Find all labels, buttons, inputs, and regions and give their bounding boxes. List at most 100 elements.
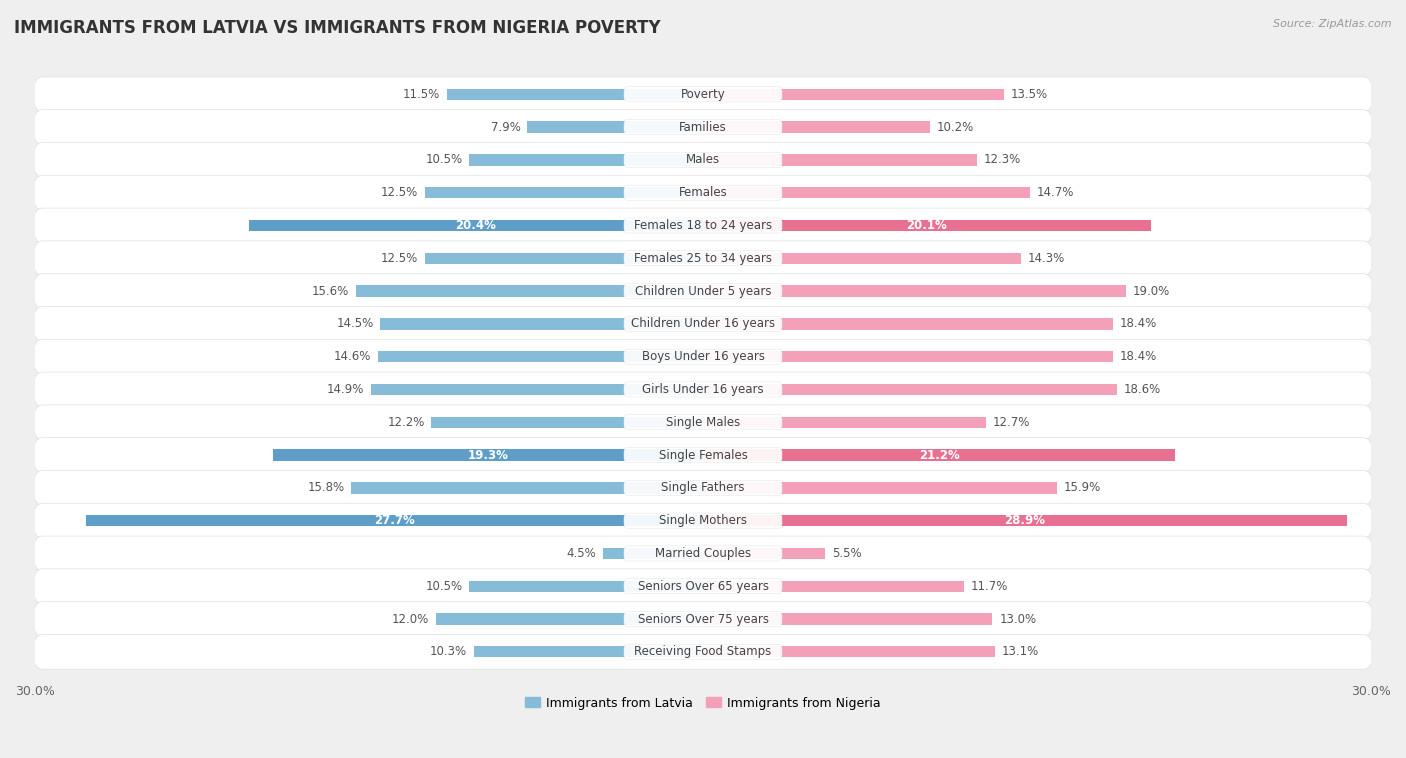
Bar — [703, 581, 963, 592]
Text: 12.5%: 12.5% — [381, 186, 418, 199]
Bar — [703, 449, 1175, 461]
Bar — [425, 187, 703, 199]
FancyBboxPatch shape — [624, 283, 782, 299]
Bar — [703, 89, 1004, 100]
Text: 20.4%: 20.4% — [456, 219, 496, 232]
Text: Source: ZipAtlas.com: Source: ZipAtlas.com — [1274, 19, 1392, 29]
Text: 10.2%: 10.2% — [936, 121, 974, 133]
Text: Seniors Over 75 years: Seniors Over 75 years — [637, 612, 769, 625]
Text: 21.2%: 21.2% — [918, 449, 959, 462]
Text: 14.7%: 14.7% — [1038, 186, 1074, 199]
Bar — [436, 613, 703, 625]
FancyBboxPatch shape — [34, 340, 1372, 374]
Bar — [703, 351, 1112, 362]
Bar — [378, 351, 703, 362]
Text: 14.5%: 14.5% — [336, 318, 374, 330]
FancyBboxPatch shape — [624, 415, 782, 430]
FancyBboxPatch shape — [624, 349, 782, 364]
FancyBboxPatch shape — [624, 612, 782, 627]
Text: Children Under 5 years: Children Under 5 years — [634, 284, 772, 298]
Bar — [703, 187, 1031, 199]
FancyBboxPatch shape — [34, 471, 1372, 506]
Bar — [425, 252, 703, 264]
Bar — [86, 515, 703, 526]
FancyBboxPatch shape — [624, 447, 782, 462]
FancyBboxPatch shape — [34, 143, 1372, 177]
Text: Families: Families — [679, 121, 727, 133]
Text: 18.6%: 18.6% — [1123, 383, 1161, 396]
Text: Receiving Food Stamps: Receiving Food Stamps — [634, 645, 772, 659]
FancyBboxPatch shape — [34, 536, 1372, 571]
Text: 13.0%: 13.0% — [1000, 612, 1036, 625]
FancyBboxPatch shape — [34, 77, 1372, 111]
FancyBboxPatch shape — [624, 481, 782, 496]
Bar — [249, 220, 703, 231]
FancyBboxPatch shape — [624, 382, 782, 397]
Bar — [703, 613, 993, 625]
Text: 14.9%: 14.9% — [328, 383, 364, 396]
Text: IMMIGRANTS FROM LATVIA VS IMMIGRANTS FROM NIGERIA POVERTY: IMMIGRANTS FROM LATVIA VS IMMIGRANTS FRO… — [14, 19, 661, 37]
FancyBboxPatch shape — [34, 437, 1372, 472]
Text: Females 18 to 24 years: Females 18 to 24 years — [634, 219, 772, 232]
Bar — [703, 417, 986, 428]
FancyBboxPatch shape — [34, 602, 1372, 637]
Text: 27.7%: 27.7% — [374, 514, 415, 527]
Bar — [703, 384, 1118, 395]
Bar — [703, 646, 994, 657]
Text: Single Fathers: Single Fathers — [661, 481, 745, 494]
FancyBboxPatch shape — [34, 503, 1372, 538]
Bar — [432, 417, 703, 428]
Text: 18.4%: 18.4% — [1119, 318, 1157, 330]
FancyBboxPatch shape — [34, 208, 1372, 243]
Legend: Immigrants from Latvia, Immigrants from Nigeria: Immigrants from Latvia, Immigrants from … — [520, 691, 886, 715]
Text: 11.7%: 11.7% — [970, 580, 1008, 593]
Text: 12.7%: 12.7% — [993, 415, 1029, 429]
Bar — [470, 154, 703, 165]
Text: Married Couples: Married Couples — [655, 547, 751, 560]
Text: 10.3%: 10.3% — [430, 645, 467, 659]
Text: 5.5%: 5.5% — [832, 547, 862, 560]
FancyBboxPatch shape — [34, 274, 1372, 309]
Bar — [703, 154, 977, 165]
Bar — [703, 220, 1150, 231]
Text: 7.9%: 7.9% — [491, 121, 520, 133]
FancyBboxPatch shape — [624, 251, 782, 266]
FancyBboxPatch shape — [34, 372, 1372, 407]
FancyBboxPatch shape — [34, 634, 1372, 669]
Bar — [603, 548, 703, 559]
Text: Poverty: Poverty — [681, 88, 725, 101]
FancyBboxPatch shape — [624, 120, 782, 135]
Text: 12.5%: 12.5% — [381, 252, 418, 265]
Text: 12.0%: 12.0% — [392, 612, 429, 625]
Text: Girls Under 16 years: Girls Under 16 years — [643, 383, 763, 396]
Text: 4.5%: 4.5% — [567, 547, 596, 560]
Text: 11.5%: 11.5% — [404, 88, 440, 101]
FancyBboxPatch shape — [34, 568, 1372, 603]
Text: Females: Females — [679, 186, 727, 199]
Text: 15.6%: 15.6% — [312, 284, 349, 298]
Bar — [703, 482, 1057, 493]
FancyBboxPatch shape — [624, 218, 782, 233]
Text: 19.0%: 19.0% — [1133, 284, 1170, 298]
Text: 13.5%: 13.5% — [1011, 88, 1047, 101]
Bar — [703, 121, 931, 133]
Text: 13.1%: 13.1% — [1001, 645, 1039, 659]
FancyBboxPatch shape — [34, 175, 1372, 210]
Text: 12.2%: 12.2% — [387, 415, 425, 429]
Text: 14.6%: 14.6% — [333, 350, 371, 363]
Bar — [703, 318, 1112, 330]
Bar — [447, 89, 703, 100]
Bar — [527, 121, 703, 133]
FancyBboxPatch shape — [624, 644, 782, 659]
Text: Single Males: Single Males — [666, 415, 740, 429]
Text: 18.4%: 18.4% — [1119, 350, 1157, 363]
Text: Males: Males — [686, 153, 720, 167]
Text: Single Females: Single Females — [658, 449, 748, 462]
Text: 14.3%: 14.3% — [1028, 252, 1066, 265]
Text: 12.3%: 12.3% — [984, 153, 1021, 167]
FancyBboxPatch shape — [624, 316, 782, 331]
Bar — [703, 252, 1021, 264]
FancyBboxPatch shape — [34, 405, 1372, 440]
Text: 28.9%: 28.9% — [1004, 514, 1045, 527]
Text: 10.5%: 10.5% — [426, 580, 463, 593]
